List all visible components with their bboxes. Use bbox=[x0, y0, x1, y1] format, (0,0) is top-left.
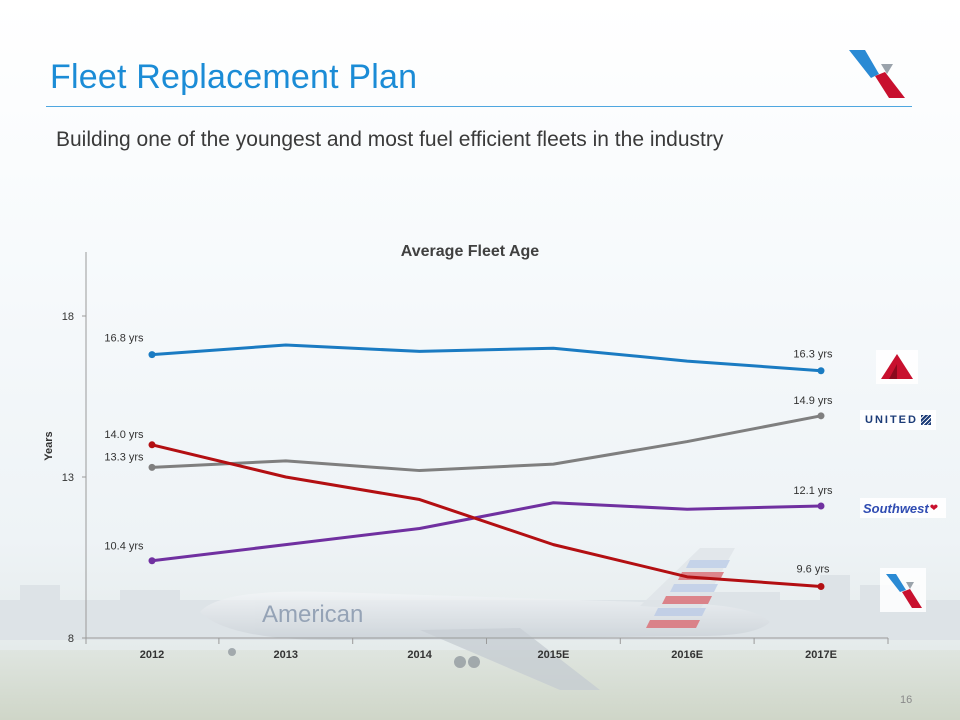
series-layer bbox=[148, 343, 825, 590]
united-end-label: 14.9 yrs bbox=[793, 395, 833, 407]
x-tick-label: 2013 bbox=[274, 649, 298, 661]
page-number: 16 bbox=[900, 694, 913, 706]
ground bbox=[0, 650, 960, 720]
delta-point-2017E bbox=[817, 367, 825, 375]
background-aircraft: American bbox=[200, 548, 770, 690]
southwest-point-2012 bbox=[148, 557, 156, 565]
southwest-end-label: 12.1 yrs bbox=[793, 485, 833, 497]
y-tick-label: 13 bbox=[62, 472, 74, 484]
american-logo bbox=[880, 568, 926, 612]
american-airlines-logo bbox=[849, 50, 905, 98]
southwest-logo-text: Southwest bbox=[863, 500, 929, 516]
data-labels-layer: 16.8 yrs 16.3 yrs 13.3 yrs 14.9 yrs 10.4 yrs… bbox=[104, 333, 833, 576]
united-globe-icon bbox=[920, 415, 931, 425]
united-series-line bbox=[151, 414, 822, 473]
aircraft-livery-text: American bbox=[262, 601, 363, 628]
x-tick-label: 2012 bbox=[140, 649, 164, 661]
southwest-logo: Southwest ❤ bbox=[860, 498, 946, 518]
southwest-series-line bbox=[151, 501, 822, 563]
american-start-label: 14.0 yrs bbox=[104, 429, 144, 441]
title-divider bbox=[46, 106, 912, 107]
american-series-line bbox=[151, 443, 822, 588]
delta-logo bbox=[876, 350, 918, 384]
chart-title: Average Fleet Age bbox=[401, 243, 540, 260]
american-point-2012 bbox=[148, 441, 156, 449]
united-start-label: 13.3 yrs bbox=[104, 451, 144, 463]
y-tick-label: 18 bbox=[62, 311, 74, 323]
y-tick-label: 8 bbox=[68, 633, 74, 645]
american-end-label: 9.6 yrs bbox=[796, 563, 830, 575]
united-point-2017E bbox=[817, 412, 825, 420]
heart-icon: ❤ bbox=[929, 502, 939, 514]
united-point-2012 bbox=[148, 463, 156, 471]
x-tick-label: 2014 bbox=[407, 649, 432, 661]
american-point-2017E bbox=[817, 582, 825, 590]
x-tick-label: 2015E bbox=[537, 649, 569, 661]
delta-start-label: 16.8 yrs bbox=[104, 333, 144, 345]
tail-stripes bbox=[646, 560, 730, 628]
delta-end-label: 16.3 yrs bbox=[793, 349, 833, 361]
united-logo-text: UNITED bbox=[865, 414, 918, 426]
axis-ticks: 8 13 18 2012 2013 2014 2015E 2016E 2017E bbox=[62, 311, 889, 661]
delta-series-line bbox=[151, 343, 822, 373]
delta-point-2012 bbox=[148, 351, 156, 359]
united-logo: UNITED bbox=[860, 410, 936, 430]
x-tick-label: 2017E bbox=[805, 649, 837, 661]
page-subtitle: Building one of the youngest and most fu… bbox=[56, 128, 724, 151]
y-axis-label: Years bbox=[43, 431, 55, 460]
southwest-start-label: 10.4 yrs bbox=[104, 541, 144, 553]
x-tick-label: 2016E bbox=[671, 649, 703, 661]
southwest-point-2017E bbox=[817, 502, 825, 510]
page-title: Fleet Replacement Plan bbox=[50, 58, 418, 96]
